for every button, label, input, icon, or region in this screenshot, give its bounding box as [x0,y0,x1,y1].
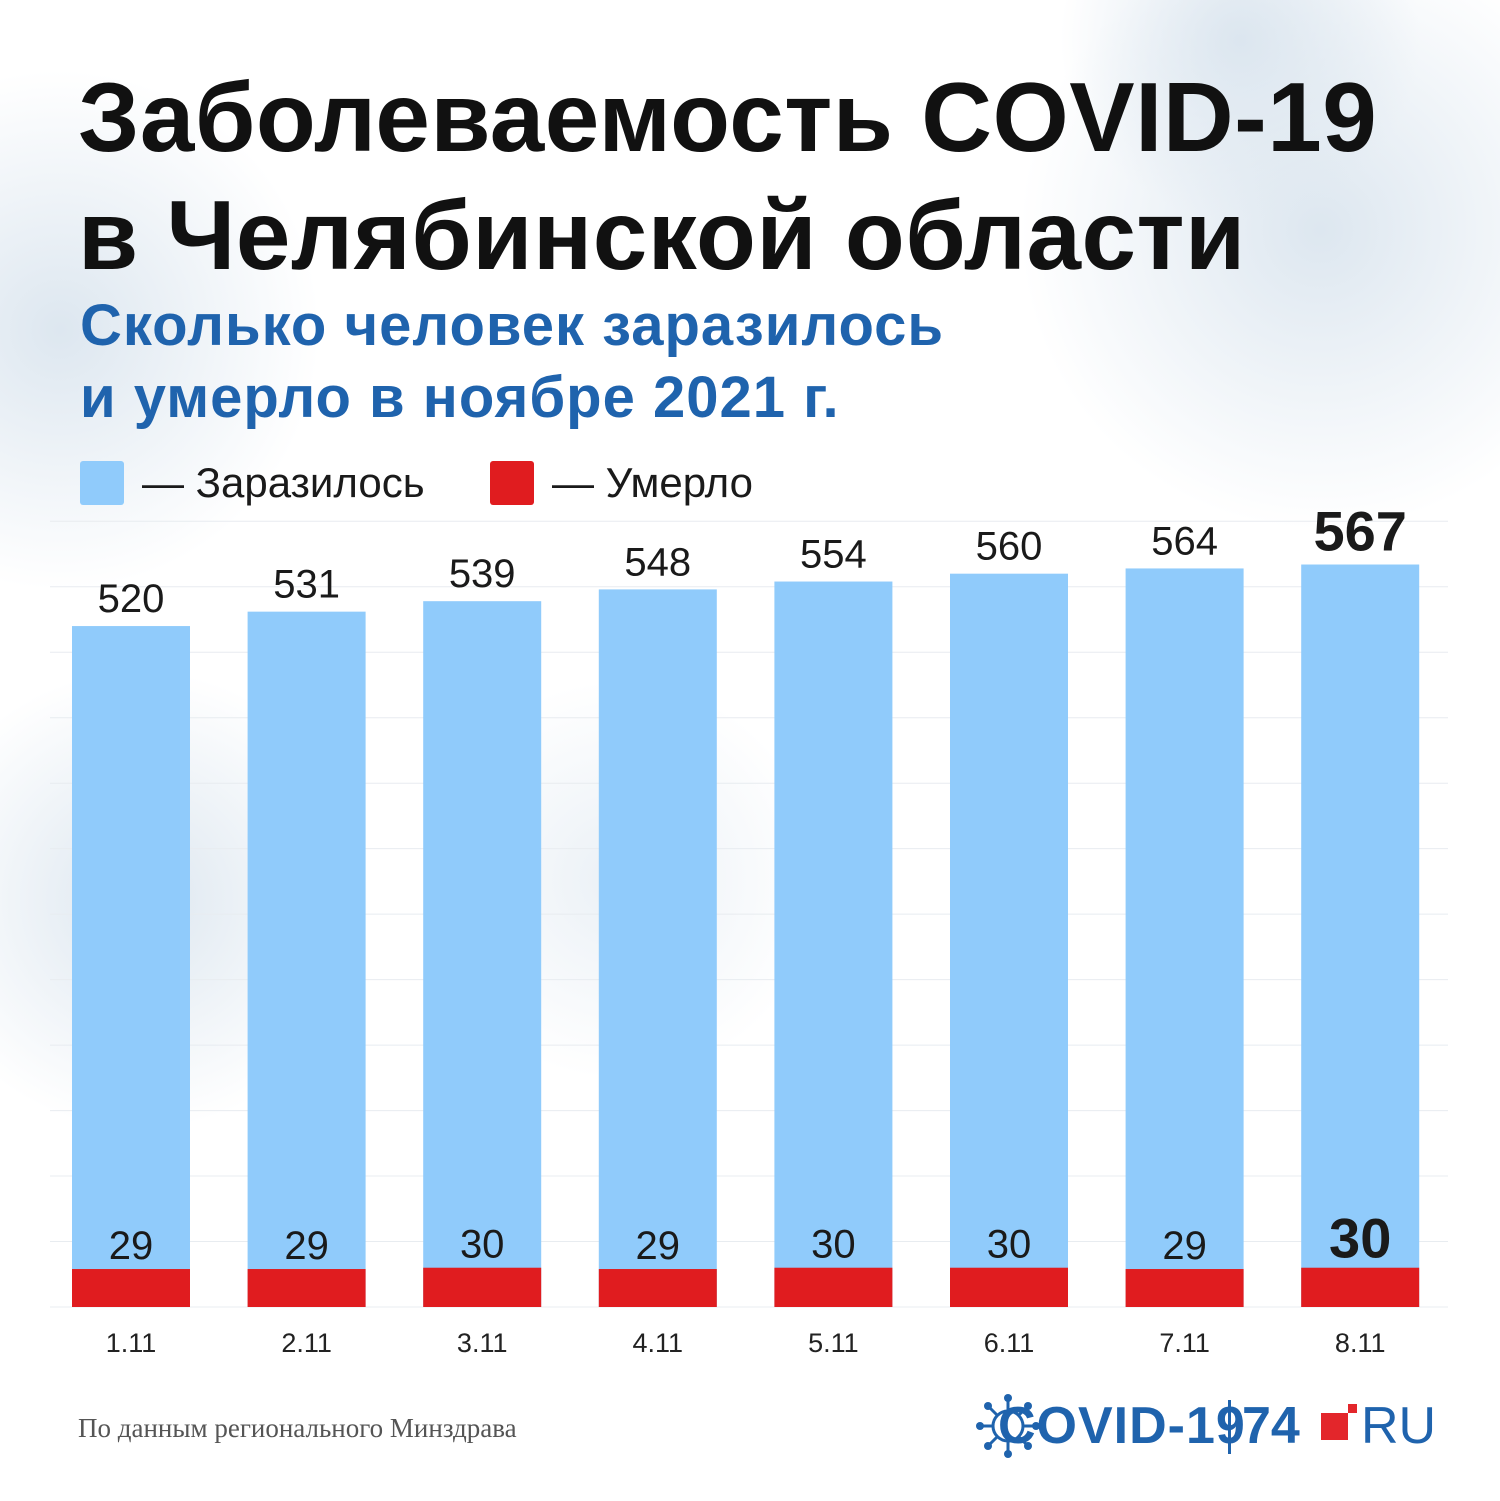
data-label-died: 30 [1329,1207,1391,1270]
source-note: По данным регионального Минздрава [78,1413,517,1443]
covid-74ru-logo: COVID-19 74 RU [976,1390,1436,1470]
bar-died [247,1269,366,1307]
legend-swatch-infected [80,461,124,505]
subtitle-line-2: и умерло в ноябре 2021 г. [80,365,840,430]
bar-infected [72,626,190,1307]
x-tick-label: 6.11 [984,1328,1035,1358]
chart-title: Заболеваемость COVID-19 в Челябинской об… [78,58,1377,294]
logo-covid-text: COVID-19 [998,1397,1246,1455]
logo-red-square-icon [1321,1404,1357,1440]
x-tick-label: 7.11 [1159,1328,1210,1358]
data-label-infected: 567 [1313,500,1406,563]
legend-label-infected: — Заразилось [142,459,425,506]
data-label-infected: 554 [800,533,867,577]
data-label-infected: 560 [976,525,1043,569]
chart-subtitle: Сколько человек заразилось и умерло в но… [80,290,944,434]
x-tick-label: 5.11 [808,1328,859,1358]
bar-infected [774,581,893,1307]
data-label-infected: 520 [98,577,165,621]
x-tick-label: 8.11 [1335,1328,1386,1358]
bar-died [950,1267,1068,1307]
data-label-died: 30 [987,1223,1032,1267]
bar-died [72,1269,190,1307]
bar-infected [1125,568,1244,1307]
title-line-2: в Челябинской области [78,180,1246,290]
x-tick-label: 2.11 [281,1328,332,1358]
data-label-infected: 564 [1151,519,1218,563]
legend-label-died: — Умерло [552,459,753,506]
data-label-died: 29 [636,1224,681,1268]
data-label-infected: 531 [273,563,340,607]
data-label-died: 29 [109,1224,154,1268]
data-label-died: 30 [460,1223,505,1267]
bar-infected [950,573,1068,1307]
logo-74-text: 74 [1242,1397,1300,1455]
data-label-infected: 548 [624,540,691,584]
data-label-died: 29 [284,1224,329,1268]
data-label-infected: 539 [449,552,516,596]
bar-infected [247,611,366,1307]
data-label-died: 30 [811,1223,856,1267]
x-tick-label: 1.11 [106,1328,157,1358]
virus-icon [976,1394,1040,1458]
bar-died [774,1267,893,1307]
bar-died [423,1267,542,1307]
bar-infected [1301,564,1420,1307]
data-label-died: 29 [1162,1224,1207,1268]
bar-died [1125,1269,1244,1307]
bar-died [598,1269,717,1307]
legend-swatch-died [490,461,534,505]
title-line-1: Заболеваемость COVID-19 [78,62,1378,172]
logo-separator [1228,1400,1231,1454]
logo-ru-text: RU [1361,1397,1437,1455]
bar-infected [423,601,542,1307]
x-tick-label: 4.11 [633,1328,684,1358]
subtitle-line-1: Сколько человек заразилось [80,293,945,358]
x-tick-label: 3.11 [457,1328,508,1358]
bar-infected [598,589,717,1307]
bar-died [1301,1267,1420,1307]
